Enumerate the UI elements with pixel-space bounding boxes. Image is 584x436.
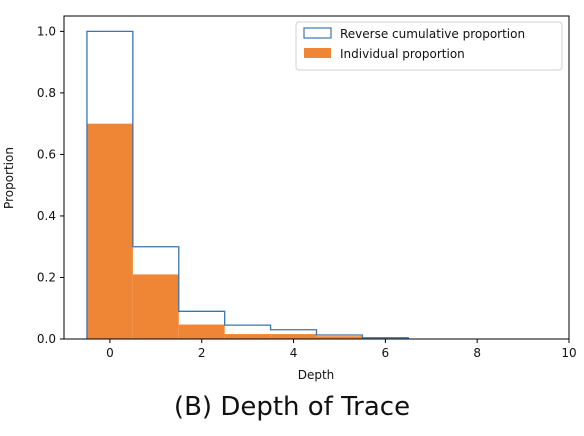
individual-proportion-bar xyxy=(178,324,225,339)
legend-swatch-reverse-cumulative xyxy=(303,27,332,39)
y-tick-label: 0.6 xyxy=(37,147,56,161)
axes xyxy=(63,15,570,340)
individual-proportion-bar xyxy=(270,334,317,339)
x-tick-label: 6 xyxy=(382,346,390,360)
y-tick-label: 0.0 xyxy=(37,332,56,346)
y-tick-label: 0.4 xyxy=(37,209,56,223)
y-axis-label: Proportion xyxy=(2,147,16,209)
individual-proportion-bar xyxy=(86,123,133,340)
individual-proportion-series xyxy=(86,123,409,340)
y-tick-label: 0.8 xyxy=(37,86,56,100)
x-tick-label: 2 xyxy=(198,346,206,360)
caption-label: (B) xyxy=(173,392,213,422)
x-tick-label: 4 xyxy=(290,346,298,360)
legend-swatch-individual xyxy=(304,48,331,58)
legend-label-reverse-cumulative: Reverse cumulative proportion xyxy=(340,27,525,41)
reverse-cumulative-step-line xyxy=(86,30,409,339)
individual-proportion-bar xyxy=(132,274,179,339)
x-tick-label: 0 xyxy=(106,346,114,360)
legend-label-individual: Individual proportion xyxy=(340,47,465,61)
histogram-chart: 0 2 4 6 8 10 0.0 0.2 0.4 0.6 0.8 1.0 Depth Proport… xyxy=(2,15,577,382)
x-axis-ticks: 0 2 4 6 8 10 xyxy=(106,339,577,360)
y-axis-ticks: 0.0 0.2 0.4 0.6 0.8 1.0 xyxy=(37,24,64,346)
reverse-cumulative-series xyxy=(86,30,409,339)
x-tick-label: 8 xyxy=(473,346,481,360)
x-axis-label: Depth xyxy=(298,368,335,382)
legend-box xyxy=(295,21,563,71)
individual-proportion-bar xyxy=(316,336,363,339)
x-tick-label: 10 xyxy=(561,346,576,360)
caption-text: Depth of Trace xyxy=(220,392,411,422)
legend: Reverse cumulative proportion Individual … xyxy=(295,21,563,71)
y-tick-label: 0.2 xyxy=(37,270,56,284)
figure-caption: (B) Depth of Trace xyxy=(0,392,584,422)
y-tick-label: 1.0 xyxy=(37,24,56,38)
individual-proportion-bar xyxy=(224,334,271,339)
plot-frame xyxy=(63,15,570,340)
